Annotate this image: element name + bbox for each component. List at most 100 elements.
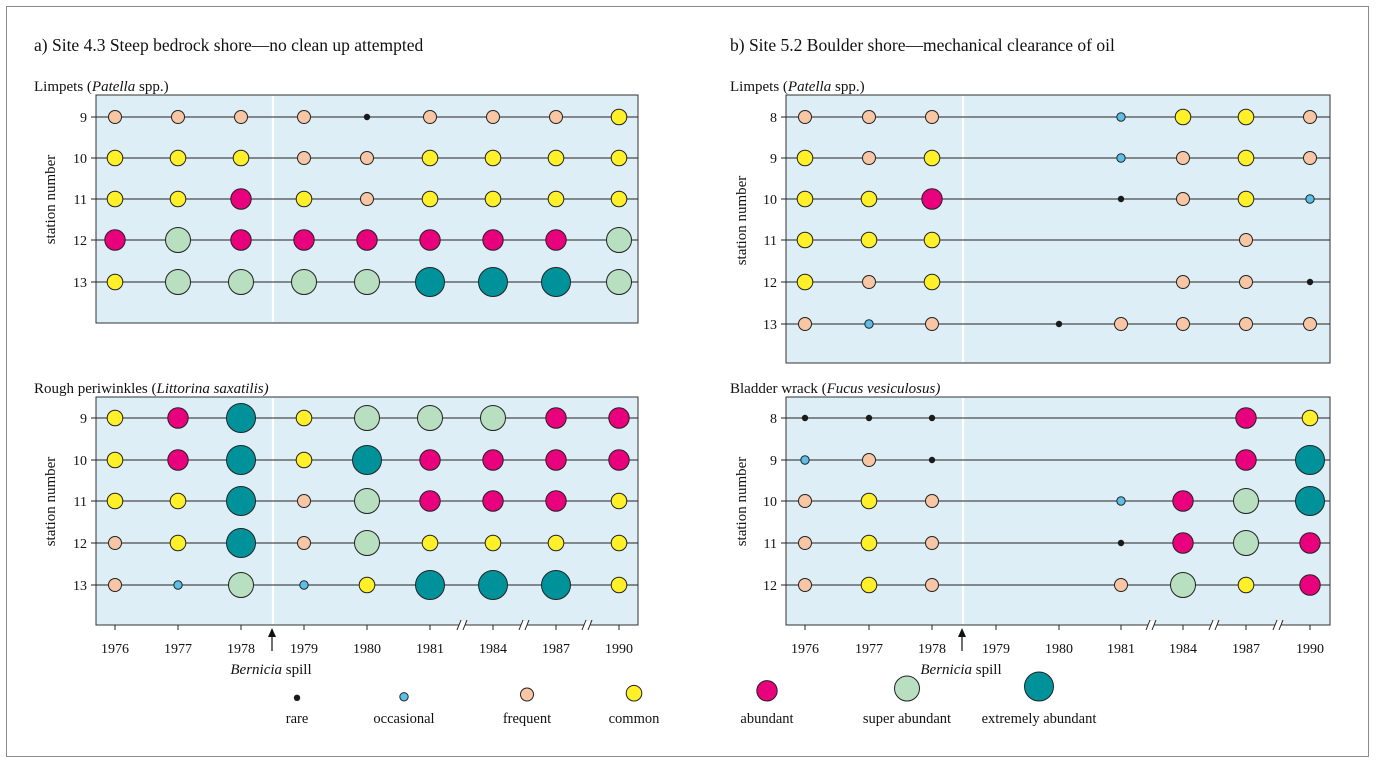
marker-frequent xyxy=(798,578,812,592)
marker-frequent xyxy=(1303,317,1317,331)
marker-frequent xyxy=(297,494,311,508)
marker-common xyxy=(295,409,313,427)
marker-abundant xyxy=(293,229,315,251)
marker-occasional xyxy=(173,580,183,590)
y-tick-label: 9 xyxy=(80,412,87,427)
axis-break-mark xyxy=(1145,619,1151,631)
axis-break-gap xyxy=(521,621,527,630)
axis-break-mark xyxy=(456,619,462,631)
marker-common xyxy=(796,273,814,291)
marker-super-abundant xyxy=(417,405,443,431)
y-tick-label: 12 xyxy=(763,276,777,291)
marker-abundant xyxy=(419,449,441,471)
x-tick-label: 1984 xyxy=(479,642,507,657)
marker-abundant xyxy=(545,490,567,512)
legend-swatch-occasional xyxy=(399,692,409,702)
marker-frequent xyxy=(360,151,374,165)
x-tick-label: 1976 xyxy=(791,642,819,657)
marker-extremely-abundant xyxy=(541,267,571,297)
marker-occasional xyxy=(1116,153,1126,163)
y-tick-label: 11 xyxy=(764,234,777,249)
x-tick-label: 1979 xyxy=(290,642,318,657)
marker-extremely-abundant xyxy=(226,445,256,475)
legend-swatch-extremely-abundant xyxy=(1024,671,1054,702)
marker-common xyxy=(547,534,565,552)
marker-common xyxy=(232,149,250,167)
legend-label: frequent xyxy=(503,711,551,727)
marker-occasional xyxy=(1116,496,1126,506)
marker-abundant xyxy=(545,229,567,251)
y-tick-label: 9 xyxy=(770,454,777,469)
marker-common xyxy=(860,492,878,510)
axis-break-mark xyxy=(581,619,587,631)
marker-frequent xyxy=(798,110,812,124)
marker-common xyxy=(106,451,124,469)
marker-extremely-abundant xyxy=(415,570,445,600)
y-tick-label: 12 xyxy=(73,234,87,249)
legend-label: common xyxy=(609,711,660,727)
marker-abundant xyxy=(1235,449,1257,471)
marker-frequent xyxy=(862,453,876,467)
panel-b-bottom: 8 9 10 11 12 station number 1976 1977 1978 1979 19… xyxy=(734,396,1331,657)
marker-frequent xyxy=(925,494,939,508)
marker-common xyxy=(421,534,439,552)
marker-abundant xyxy=(230,188,252,210)
subplot-title: Limpets (Patella spp.) xyxy=(730,79,865,95)
marker-common xyxy=(796,149,814,167)
marker-common xyxy=(860,534,878,552)
marker-abundant xyxy=(545,449,567,471)
marker-rare xyxy=(1117,539,1125,547)
legend-swatch-abundant xyxy=(756,680,778,702)
marker-abundant xyxy=(545,407,567,429)
marker-common xyxy=(295,190,313,208)
marker-abundant xyxy=(104,229,126,251)
legend-label: rare xyxy=(286,711,309,727)
y-tick-label: 9 xyxy=(770,152,777,167)
axis-break-gap xyxy=(584,621,590,630)
marker-occasional xyxy=(1305,194,1315,204)
marker-common xyxy=(860,576,878,594)
y-tick-label: 10 xyxy=(763,193,777,208)
axis-break-mark xyxy=(524,619,530,631)
marker-extremely-abundant xyxy=(478,267,508,297)
marker-frequent xyxy=(798,536,812,550)
y-tick-label: 11 xyxy=(74,193,87,208)
marker-frequent xyxy=(1239,275,1253,289)
marker-super-abundant xyxy=(354,488,380,514)
panel-title: a) Site 4.3 Steep bedrock shore—no clean… xyxy=(34,35,424,55)
figure-frame xyxy=(6,6,1369,757)
legend-swatch-rare xyxy=(293,694,301,701)
y-axis-label: station number xyxy=(734,457,750,547)
marker-frequent xyxy=(1176,151,1190,165)
marker-common xyxy=(547,149,565,167)
y-tick-label: 11 xyxy=(764,537,777,552)
axis-break-mark xyxy=(1272,619,1278,631)
y-tick-label: 11 xyxy=(74,495,87,510)
spill-annotation: Bernicia spill xyxy=(230,662,311,678)
marker-frequent xyxy=(862,275,876,289)
marker-extremely-abundant xyxy=(352,445,382,475)
marker-common xyxy=(169,492,187,510)
panel-title: b) Site 5.2 Boulder shore—mechanical cle… xyxy=(730,35,1115,55)
panel-b-top: b) Site 5.2 Boulder shore—mechanical cle… xyxy=(730,35,1331,364)
marker-super-abundant xyxy=(1233,530,1259,556)
marker-common xyxy=(610,108,628,126)
marker-abundant xyxy=(419,490,441,512)
marker-common xyxy=(358,576,376,594)
y-tick-label: 13 xyxy=(73,276,87,291)
marker-frequent xyxy=(925,110,939,124)
marker-frequent xyxy=(234,110,248,124)
axis-break-mark xyxy=(1214,619,1220,631)
marker-frequent xyxy=(798,494,812,508)
marker-common xyxy=(547,190,565,208)
axis-break-mark xyxy=(1208,619,1214,631)
marker-abundant xyxy=(482,490,504,512)
spill-arrow-head xyxy=(268,628,276,637)
marker-frequent xyxy=(297,151,311,165)
marker-abundant xyxy=(482,449,504,471)
marker-common xyxy=(1237,576,1255,594)
legend-swatch-common xyxy=(625,684,643,702)
marker-common xyxy=(295,451,313,469)
marker-rare xyxy=(1117,195,1125,203)
